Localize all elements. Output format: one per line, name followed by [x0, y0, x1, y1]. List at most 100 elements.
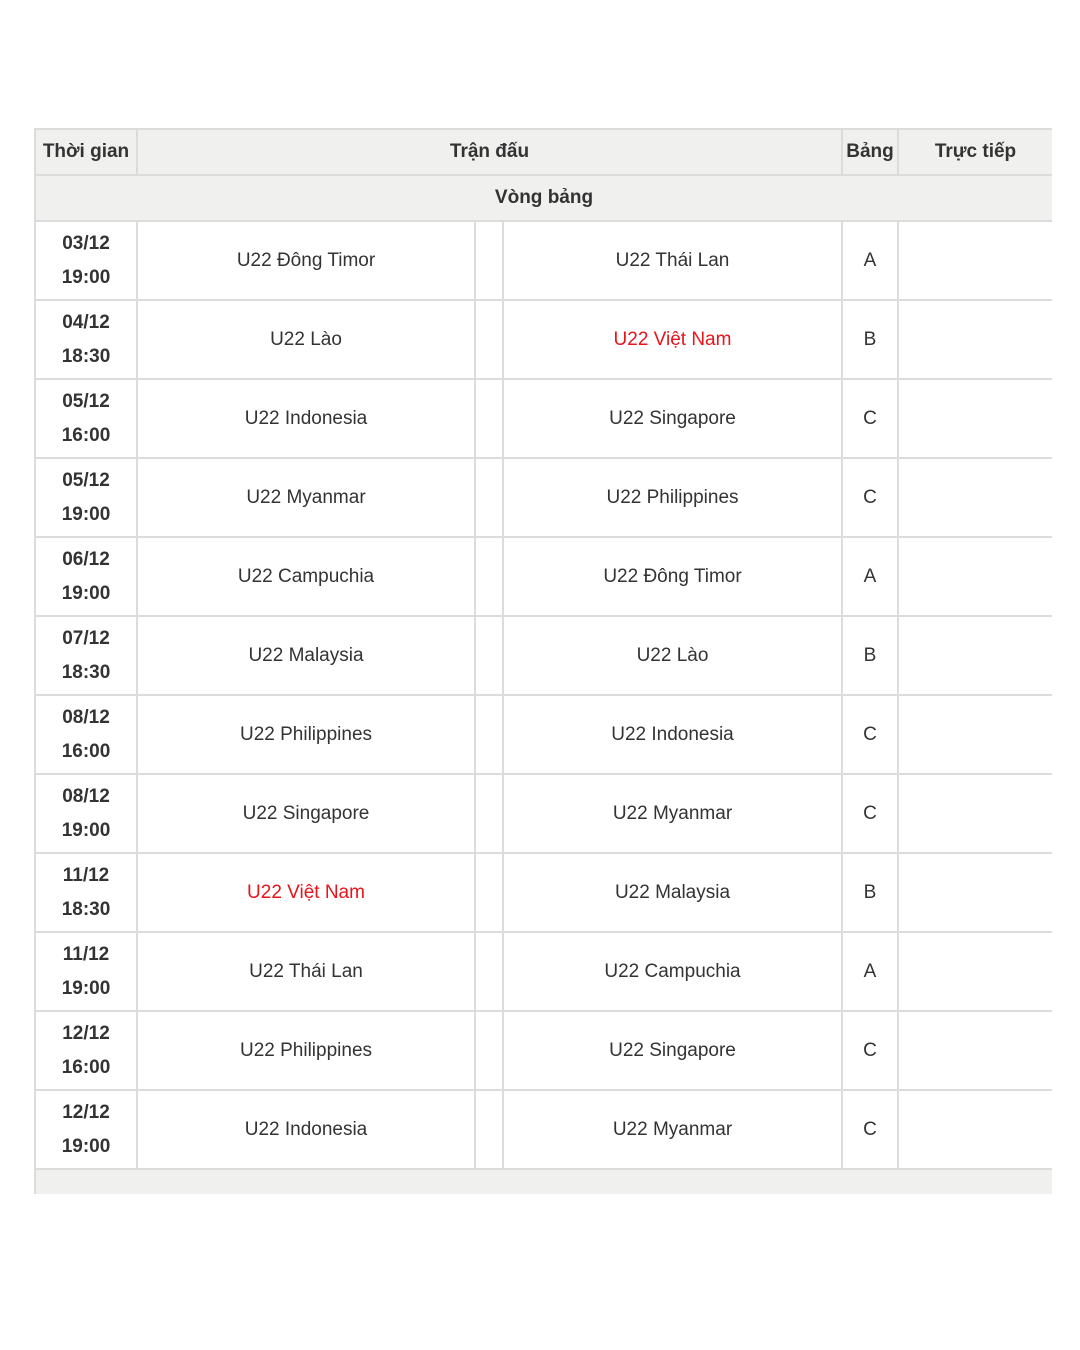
match-time: 16:00	[61, 1056, 111, 1078]
score-cell	[474, 1089, 504, 1170]
home-team: U22 Indonesia	[136, 1089, 476, 1170]
live-cell	[897, 220, 1052, 301]
match-row: 08/12 16:00 U22 Philippines U22 Indonesia C	[34, 694, 1052, 775]
header-time: Thời gian	[34, 128, 138, 176]
match-date: 05/12	[62, 390, 110, 412]
header-match: Trận đấu	[136, 128, 843, 176]
group-cell: C	[841, 773, 899, 854]
live-cell	[897, 694, 1052, 775]
score-cell	[474, 773, 504, 854]
live-cell	[897, 615, 1052, 696]
home-team: U22 Singapore	[136, 773, 476, 854]
group-cell: A	[841, 931, 899, 1012]
match-datetime: 06/12 19:00	[34, 536, 138, 617]
score-cell	[474, 694, 504, 775]
home-team: U22 Lào	[136, 299, 476, 380]
match-row: 07/12 18:30 U22 Malaysia U22 Lào B	[34, 615, 1052, 696]
away-team: U22 Singapore	[502, 378, 843, 459]
match-time: 19:00	[61, 503, 111, 525]
away-team: U22 Indonesia	[502, 694, 843, 775]
match-datetime: 12/12 16:00	[34, 1010, 138, 1091]
score-cell	[474, 1010, 504, 1091]
match-datetime: 12/12 19:00	[34, 1089, 138, 1170]
header-live: Trực tiếp	[897, 128, 1052, 176]
group-cell: C	[841, 1089, 899, 1170]
home-team: U22 Malaysia	[136, 615, 476, 696]
away-team: U22 Campuchia	[502, 931, 843, 1012]
live-cell	[897, 931, 1052, 1012]
home-team: U22 Campuchia	[136, 536, 476, 617]
away-team: U22 Đông Timor	[502, 536, 843, 617]
next-stage-cell	[34, 1168, 1052, 1194]
match-row: 05/12 16:00 U22 Indonesia U22 Singapore C	[34, 378, 1052, 459]
match-time: 19:00	[61, 582, 111, 604]
match-datetime: 08/12 16:00	[34, 694, 138, 775]
match-row: 04/12 18:30 U22 Lào U22 Việt Nam B	[34, 299, 1052, 380]
live-cell	[897, 1010, 1052, 1091]
match-time: 19:00	[61, 266, 111, 288]
group-cell: C	[841, 1010, 899, 1091]
stage-row: Vòng bảng	[34, 174, 1052, 222]
score-cell	[474, 299, 504, 380]
group-cell: B	[841, 852, 899, 933]
match-time: 19:00	[61, 819, 111, 841]
match-time: 19:00	[61, 1135, 111, 1157]
group-cell: C	[841, 694, 899, 775]
group-cell: B	[841, 615, 899, 696]
schedule-container: Thời gian Trận đấu Bảng Trực tiếp Vòng b…	[34, 128, 1052, 1194]
live-cell	[897, 773, 1052, 854]
match-datetime: 08/12 19:00	[34, 773, 138, 854]
match-date: 04/12	[62, 311, 110, 333]
match-date: 12/12	[62, 1101, 110, 1123]
score-cell	[474, 378, 504, 459]
header-row: Thời gian Trận đấu Bảng Trực tiếp	[34, 128, 1052, 176]
match-time: 16:00	[61, 740, 111, 762]
group-cell: B	[841, 299, 899, 380]
group-cell: A	[841, 536, 899, 617]
score-cell	[474, 931, 504, 1012]
match-row: 12/12 19:00 U22 Indonesia U22 Myanmar C	[34, 1089, 1052, 1170]
home-team: U22 Việt Nam	[136, 852, 476, 933]
home-team: U22 Đông Timor	[136, 220, 476, 301]
header-group: Bảng	[841, 128, 899, 176]
home-team: U22 Indonesia	[136, 378, 476, 459]
stage-label: Vòng bảng	[34, 174, 1052, 222]
live-cell	[897, 1089, 1052, 1170]
match-date: 08/12	[62, 785, 110, 807]
live-cell	[897, 852, 1052, 933]
match-date: 07/12	[62, 627, 110, 649]
score-cell	[474, 457, 504, 538]
live-cell	[897, 299, 1052, 380]
score-cell	[474, 536, 504, 617]
match-date: 11/12	[62, 943, 110, 965]
match-datetime: 03/12 19:00	[34, 220, 138, 301]
group-cell: A	[841, 220, 899, 301]
away-team: U22 Myanmar	[502, 773, 843, 854]
away-team: U22 Việt Nam	[502, 299, 843, 380]
live-cell	[897, 457, 1052, 538]
match-row: 11/12 19:00 U22 Thái Lan U22 Campuchia A	[34, 931, 1052, 1012]
away-team: U22 Malaysia	[502, 852, 843, 933]
match-date: 11/12	[62, 864, 110, 886]
match-time: 18:30	[61, 345, 111, 367]
match-date: 06/12	[62, 548, 110, 570]
match-row: 08/12 19:00 U22 Singapore U22 Myanmar C	[34, 773, 1052, 854]
match-row: 11/12 18:30 U22 Việt Nam U22 Malaysia B	[34, 852, 1052, 933]
home-team: U22 Myanmar	[136, 457, 476, 538]
match-datetime: 05/12 19:00	[34, 457, 138, 538]
match-datetime: 11/12 19:00	[34, 931, 138, 1012]
match-time: 18:30	[61, 898, 111, 920]
match-datetime: 11/12 18:30	[34, 852, 138, 933]
score-cell	[474, 852, 504, 933]
match-row: 03/12 19:00 U22 Đông Timor U22 Thái Lan A	[34, 220, 1052, 301]
score-cell	[474, 220, 504, 301]
match-row: 06/12 19:00 U22 Campuchia U22 Đông Timor A	[34, 536, 1052, 617]
match-datetime: 05/12 16:00	[34, 378, 138, 459]
away-team: U22 Myanmar	[502, 1089, 843, 1170]
match-date: 03/12	[62, 232, 110, 254]
match-datetime: 04/12 18:30	[34, 299, 138, 380]
group-cell: C	[841, 457, 899, 538]
match-row: 12/12 16:00 U22 Philippines U22 Singapore C	[34, 1010, 1052, 1091]
match-date: 12/12	[62, 1022, 110, 1044]
match-date: 08/12	[62, 706, 110, 728]
